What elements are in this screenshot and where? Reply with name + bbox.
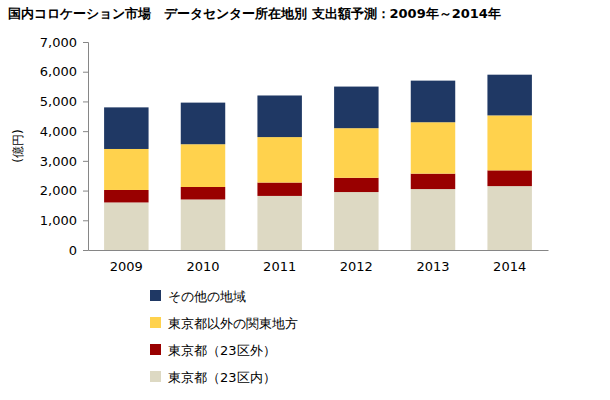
bar: [181, 144, 225, 187]
bar: [257, 196, 301, 250]
y-tick: 4,000: [40, 124, 88, 139]
y-tick: 0: [69, 243, 88, 258]
bar: [487, 186, 531, 250]
x-tick-label: 2012: [340, 259, 373, 274]
y-tick: 1,000: [40, 213, 88, 228]
y-tick-mark: [83, 72, 88, 73]
y-axis: 0 1,000 2,000 3,000 4,000 5,000 6,000 7,000: [40, 35, 89, 258]
bar: [257, 95, 301, 137]
bar: [257, 183, 301, 196]
y-tick: 3,000: [40, 154, 88, 169]
x-tick: 2011: [263, 250, 296, 274]
legend-label: 東京都（23区内）: [168, 370, 276, 385]
legend-swatch: [150, 344, 161, 355]
x-tick-label: 2011: [263, 259, 296, 274]
legend-item: その他の地域: [150, 289, 246, 304]
legend-item: 東京都以外の関東地方: [150, 316, 298, 331]
bars: [104, 75, 532, 250]
y-tick: 7,000: [40, 35, 88, 50]
bar: [487, 115, 531, 170]
legend-item: 東京都（23区外）: [150, 343, 276, 358]
legend-swatch: [150, 371, 161, 382]
x-axis: 2009 2010 2011 2012 2013 2014: [89, 250, 549, 274]
y-tick-label: 4,000: [40, 124, 77, 139]
y-tick-mark: [83, 42, 88, 43]
y-tick: 2,000: [40, 183, 88, 198]
y-tick-label: 6,000: [40, 64, 77, 79]
series: [104, 186, 532, 250]
x-tick: 2009: [110, 250, 143, 274]
y-tick-mark: [83, 131, 88, 132]
legend-swatch: [150, 290, 161, 301]
legend-label: その他の地域: [168, 289, 246, 304]
bar: [104, 149, 148, 190]
x-tick-label: 2014: [493, 259, 526, 274]
y-tick: 6,000: [40, 64, 88, 79]
legend: その他の地域東京都以外の関東地方東京都（23区外） 東京都（23区内）: [150, 289, 298, 385]
y-tick-mark: [83, 191, 88, 192]
bar: [257, 137, 301, 182]
x-tick: 2014: [493, 250, 526, 274]
bar: [411, 189, 455, 250]
legend-item: 東京都（23区内）: [150, 370, 276, 385]
y-tick-mark: [83, 101, 88, 102]
series: [104, 115, 532, 190]
y-tick-label: 5,000: [40, 94, 77, 109]
x-tick-label: 2013: [416, 259, 449, 274]
x-tick-label: 2009: [110, 259, 143, 274]
legend-label: 東京都以外の関東地方: [168, 316, 298, 331]
bar: [334, 192, 378, 250]
bar: [411, 174, 455, 189]
bar: [487, 75, 531, 116]
bar: [334, 87, 378, 129]
y-tick-label: 7,000: [40, 35, 77, 50]
series: [104, 170, 532, 202]
y-tick: 5,000: [40, 94, 88, 109]
series: [104, 75, 532, 149]
bar: [181, 199, 225, 250]
bar: [104, 202, 148, 250]
x-tick: 2010: [186, 250, 219, 274]
chart: 国内コロケーション市場 データセンター所在地別 支出額予測：2009年～2014…: [0, 0, 610, 400]
x-axis-line: [89, 250, 549, 251]
y-tick-label: 3,000: [40, 154, 77, 169]
bar: [181, 103, 225, 145]
y-tick-mark: [83, 250, 88, 251]
legend-label: 東京都（23区外）: [168, 343, 276, 358]
bar: [181, 187, 225, 199]
title: 国内コロケーション市場 データセンター所在地別 支出額予測：2009年～2014…: [8, 6, 501, 21]
y-tick-mark: [83, 220, 88, 221]
y-tick-label: 1,000: [40, 213, 77, 228]
x-tick: 2013: [416, 250, 449, 274]
legend-swatch: [150, 317, 161, 328]
y-axis-title: (億円): [11, 129, 25, 162]
y-axis-line: [83, 43, 89, 251]
plot: 0 1,000 2,000 3,000 4,000 5,000 6,000 7,000 2009…: [40, 35, 549, 275]
bar: [334, 128, 378, 178]
bar: [104, 107, 148, 149]
bar: [411, 122, 455, 173]
x-tick: 2012: [340, 250, 373, 274]
bar: [411, 81, 455, 123]
y-tick-label: 0: [69, 243, 77, 258]
bar: [334, 178, 378, 192]
x-tick-label: 2010: [186, 259, 219, 274]
bar: [487, 170, 531, 186]
bar: [104, 190, 148, 202]
y-tick-mark: [83, 161, 88, 162]
y-tick-label: 2,000: [40, 183, 77, 198]
